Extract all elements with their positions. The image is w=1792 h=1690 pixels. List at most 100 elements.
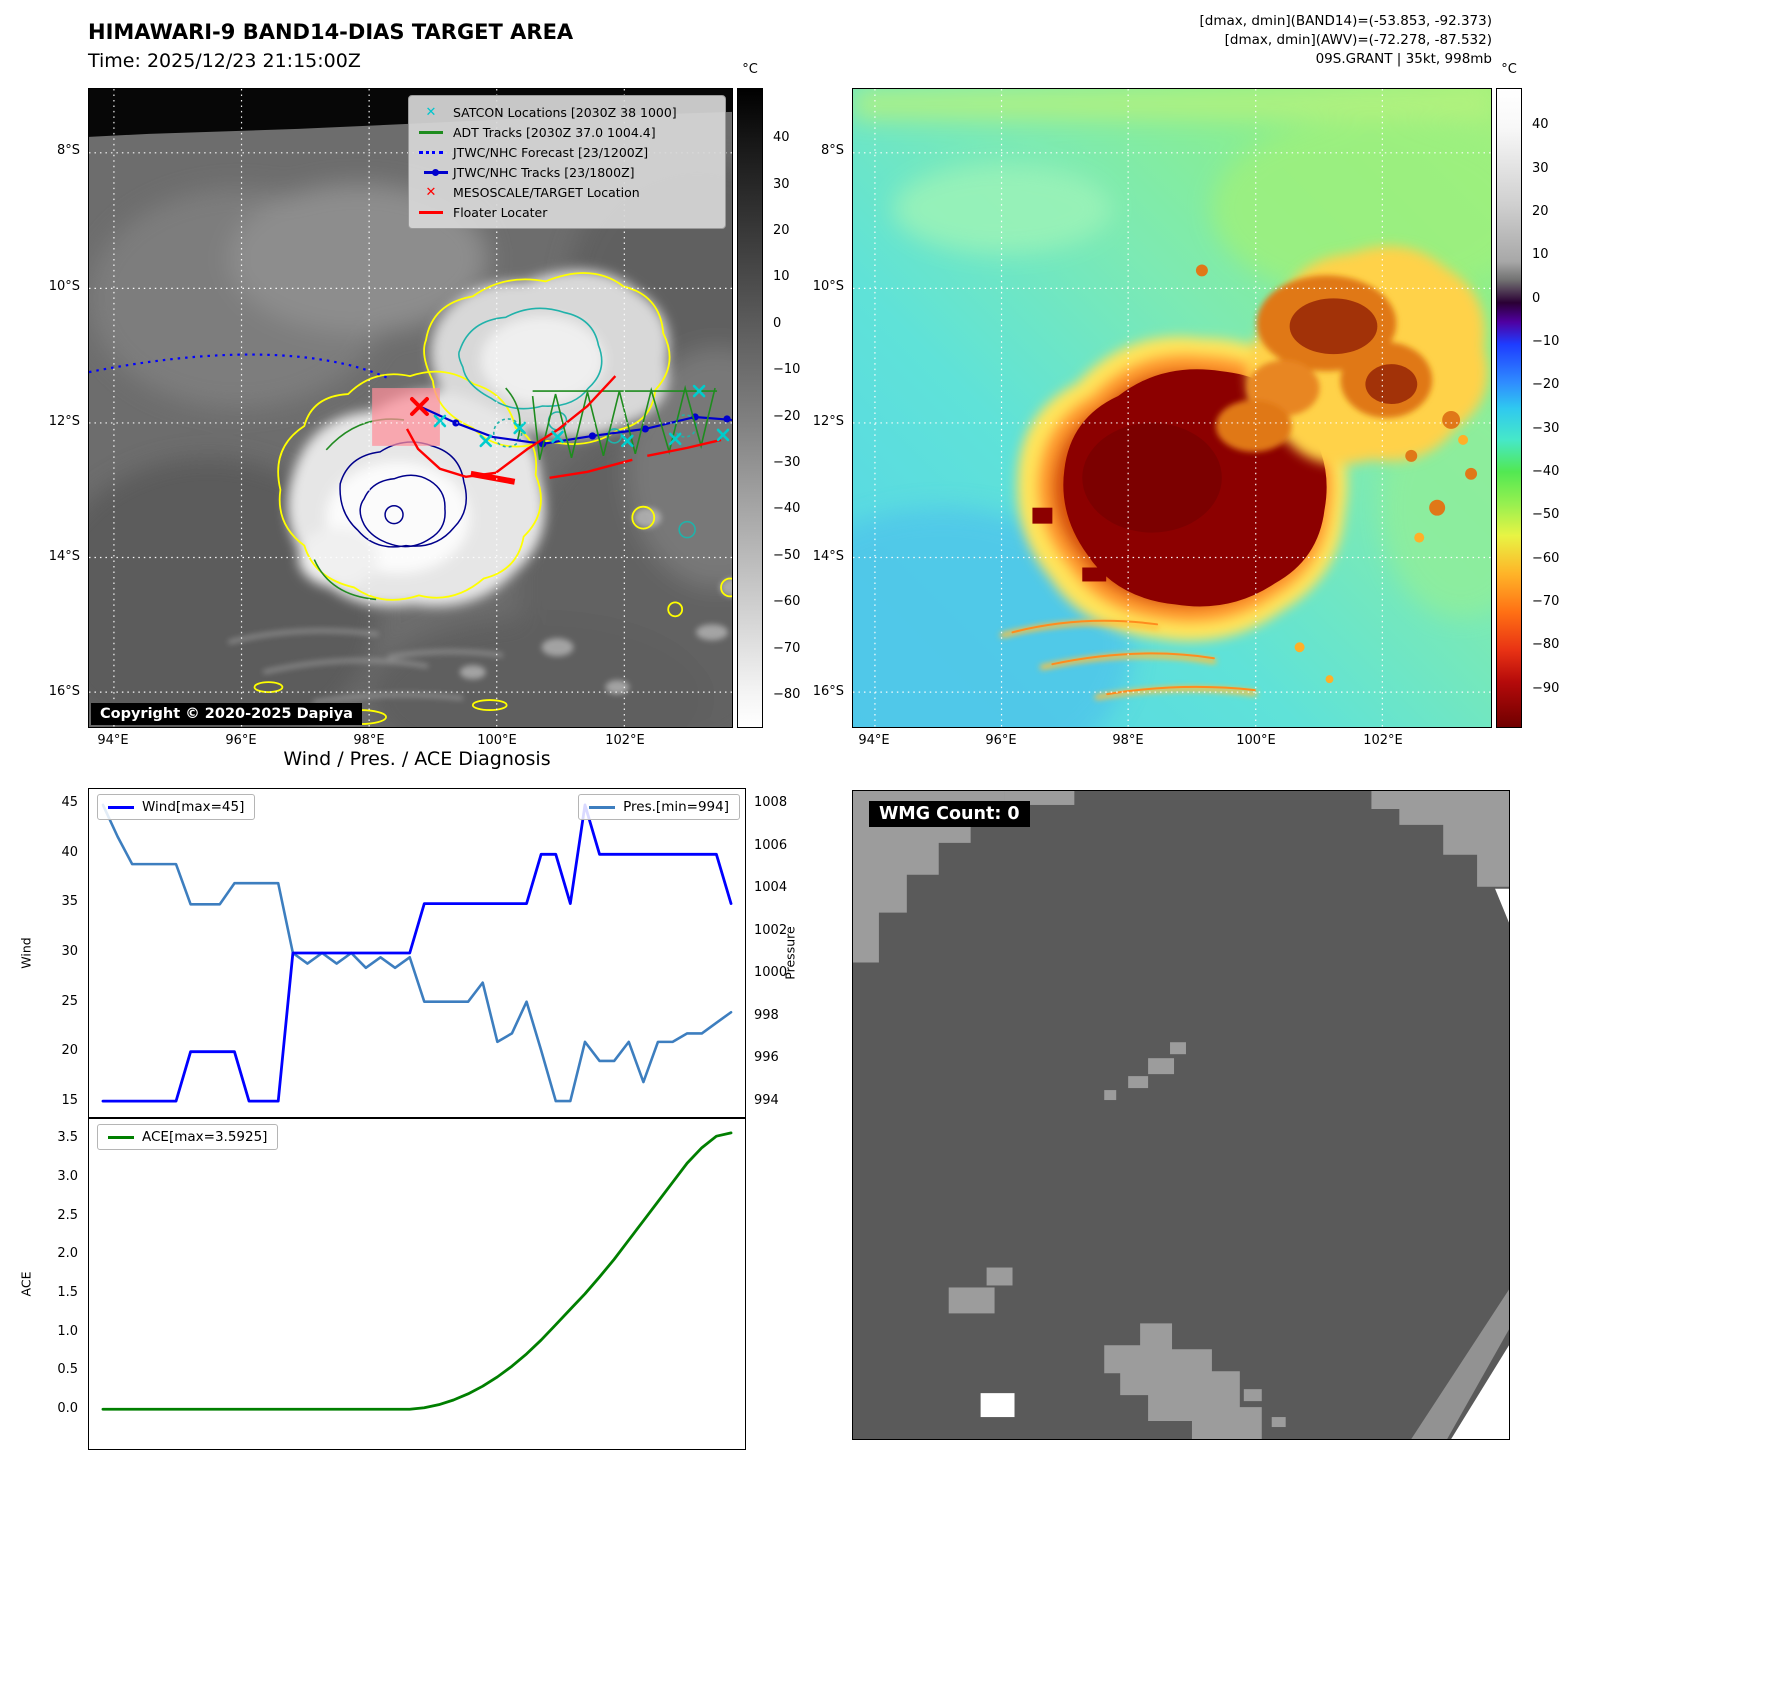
lon-tick-label: 100°E — [477, 733, 517, 748]
awv-colorbar-unit: °C — [1501, 62, 1517, 77]
wind-axis-tick: 15 — [61, 1093, 78, 1108]
wind-pressure-chart — [88, 788, 746, 1118]
colorbar-tick-label: 0 — [1532, 290, 1541, 306]
awv-colorbar-ticks: 40 30 20 10 0 −10 −20 −30 −40 −50 −60 −70 −80 −90 — [1526, 88, 1576, 728]
floater-locater-line — [405, 375, 722, 485]
lon-tick-label: 98°E — [1112, 733, 1144, 748]
ace-axis-tick: 1.0 — [57, 1323, 78, 1339]
pressure-axis-tick: 994 — [754, 1093, 779, 1108]
band14-title: HIMAWARI-9 BAND14-DIAS TARGET AREA — [88, 20, 574, 44]
wmg-panel: WMG Count: 0 — [852, 790, 1510, 1440]
lat-tick-label: 12°S — [48, 414, 80, 429]
colorbar-tick-label: −20 — [1532, 377, 1560, 393]
jtwc-forecast-line — [89, 353, 389, 380]
colorbar-tick-label: −70 — [773, 640, 801, 656]
x-marker-icon: ✕ — [425, 184, 437, 200]
ace-axis-tick: 3.0 — [57, 1168, 78, 1184]
wind-pressure-plot-area — [101, 803, 733, 1103]
legend-label: ADT Tracks [2030Z 37.0 1004.4] — [453, 124, 656, 140]
pressure-y-axis: 1008 1006 1004 1002 1000 998 996 994 — [748, 788, 798, 1118]
awv-map — [852, 88, 1492, 728]
line-marker-icon — [417, 130, 445, 134]
x-marker-icon: ✕ — [425, 104, 437, 120]
ace-axis-tick: 0.5 — [57, 1362, 78, 1378]
legend-row: JTWC/NHC Forecast [23/1200Z] — [417, 142, 717, 162]
ace-axis-tick: 1.5 — [57, 1284, 78, 1300]
legend-label: Floater Locater — [453, 204, 548, 220]
lat-tick-label: 10°S — [812, 279, 844, 294]
lon-tick-label: 102°E — [605, 733, 645, 748]
wind-y-label: Wind — [18, 937, 34, 969]
wind-axis-tick: 25 — [61, 993, 78, 1009]
colorbar-tick-label: −70 — [1532, 593, 1560, 609]
band14-lon-axis: 94°E 96°E 98°E 100°E 102°E — [88, 733, 733, 753]
awv-colorbar — [1496, 88, 1522, 728]
dmax-dmin-band14: [dmax, dmin](BAND14)=(-53.853, -92.373) — [1199, 13, 1492, 29]
pressure-line-sample — [589, 805, 616, 809]
colorbar-tick-label: −60 — [1532, 550, 1560, 566]
lon-tick-label: 94°E — [858, 733, 890, 748]
wind-line — [101, 803, 733, 1103]
ace-axis-tick: 0.0 — [57, 1401, 78, 1416]
colorbar-tick-label: −10 — [1532, 334, 1560, 349]
pressure-legend-label: Pres.[min=994] — [623, 799, 729, 815]
band14-gridlines — [89, 89, 732, 727]
lon-tick-label: 100°E — [1236, 733, 1276, 748]
wind-axis-tick: 35 — [61, 894, 78, 910]
colorbar-tick-label: −50 — [773, 547, 801, 563]
colorbar-tick-label: 0 — [773, 315, 782, 331]
dmax-dmin-awv: [dmax, dmin](AWV)=(-72.278, -87.532) — [1224, 32, 1492, 48]
colorbar-tick-label: 40 — [773, 130, 790, 146]
ace-line-sample — [108, 1135, 134, 1139]
lat-tick-label: 12°S — [812, 414, 844, 429]
wmg-availability-map — [853, 791, 1509, 1439]
band14-time-label: Time: 2025/12/23 21:15:00Z — [88, 50, 361, 72]
lat-tick-label: 16°S — [812, 684, 844, 699]
lon-tick-label: 96°E — [985, 733, 1017, 748]
wind-axis-tick: 30 — [61, 944, 78, 959]
legend-label: JTWC/NHC Tracks [23/1800Z] — [453, 164, 635, 180]
adt-track-line — [531, 384, 716, 461]
colorbar-tick-label: −40 — [1532, 463, 1560, 479]
ace-legend: ACE[max=3.5925] — [97, 1124, 279, 1150]
band14-colorbar-ticks: 40 30 20 10 0 −10 −20 −30 −40 −50 −60 −70 −80 — [767, 88, 817, 728]
wind-axis-tick: 20 — [61, 1043, 78, 1059]
pressure-axis-tick: 996 — [754, 1050, 779, 1066]
awv-header: [dmax, dmin](BAND14)=(-53.853, -92.373) … — [1000, 12, 1492, 69]
colorbar-tick-label: −80 — [1532, 637, 1560, 653]
pressure-axis-tick: 998 — [754, 1007, 779, 1023]
pressure-axis-tick: 1004 — [754, 880, 788, 896]
lat-tick-label: 14°S — [812, 549, 844, 564]
colorbar-tick-label: 10 — [773, 269, 790, 285]
lat-tick-label: 16°S — [48, 684, 80, 699]
band14-map-legend: ✕ SATCON Locations [2030Z 38 1000] ADT Tra… — [408, 95, 726, 229]
legend-row: ADT Tracks [2030Z 37.0 1004.4] — [417, 122, 717, 142]
lon-tick-label: 96°E — [225, 733, 257, 748]
wind-line-sample — [108, 805, 134, 809]
colorbar-tick-label: 30 — [773, 176, 790, 192]
wind-axis-tick: 45 — [61, 795, 78, 810]
colorbar-tick-label: −30 — [773, 455, 801, 470]
pressure-y-label: Pressure — [782, 926, 798, 980]
mesoscale-target-box — [372, 388, 440, 446]
pressure-axis-tick: 1002 — [754, 922, 788, 938]
wind-axis-tick: 40 — [61, 844, 78, 860]
mesoscale-target-x-icon — [410, 397, 429, 416]
wind-legend-label: Wind[max=45] — [142, 799, 245, 815]
legend-label: JTWC/NHC Forecast [23/1200Z] — [453, 144, 649, 160]
wind-y-axis: 45 40 35 30 25 20 15 — [38, 788, 84, 1118]
legend-row: Floater Locater — [417, 202, 717, 222]
awv-lon-axis: 94°E 96°E 98°E 100°E 102°E — [852, 733, 1492, 753]
pressure-legend: Pres.[min=994] — [578, 794, 740, 820]
colorbar-tick-label: −20 — [773, 408, 801, 424]
awv-enhanced-ir-image — [853, 89, 1491, 727]
ace-y-axis: 3.5 3.0 2.5 2.0 1.5 1.0 0.5 0.0 — [38, 1118, 84, 1450]
lat-tick-label: 8°S — [820, 143, 844, 158]
wind-legend: Wind[max=45] — [97, 794, 256, 820]
lon-tick-label: 102°E — [1363, 733, 1403, 748]
colorbar-tick-label: 30 — [1532, 160, 1549, 176]
pressure-axis-tick: 1000 — [754, 965, 788, 981]
legend-label: SATCON Locations [2030Z 38 1000] — [453, 104, 677, 120]
colorbar-tick-label: 10 — [1532, 247, 1549, 263]
